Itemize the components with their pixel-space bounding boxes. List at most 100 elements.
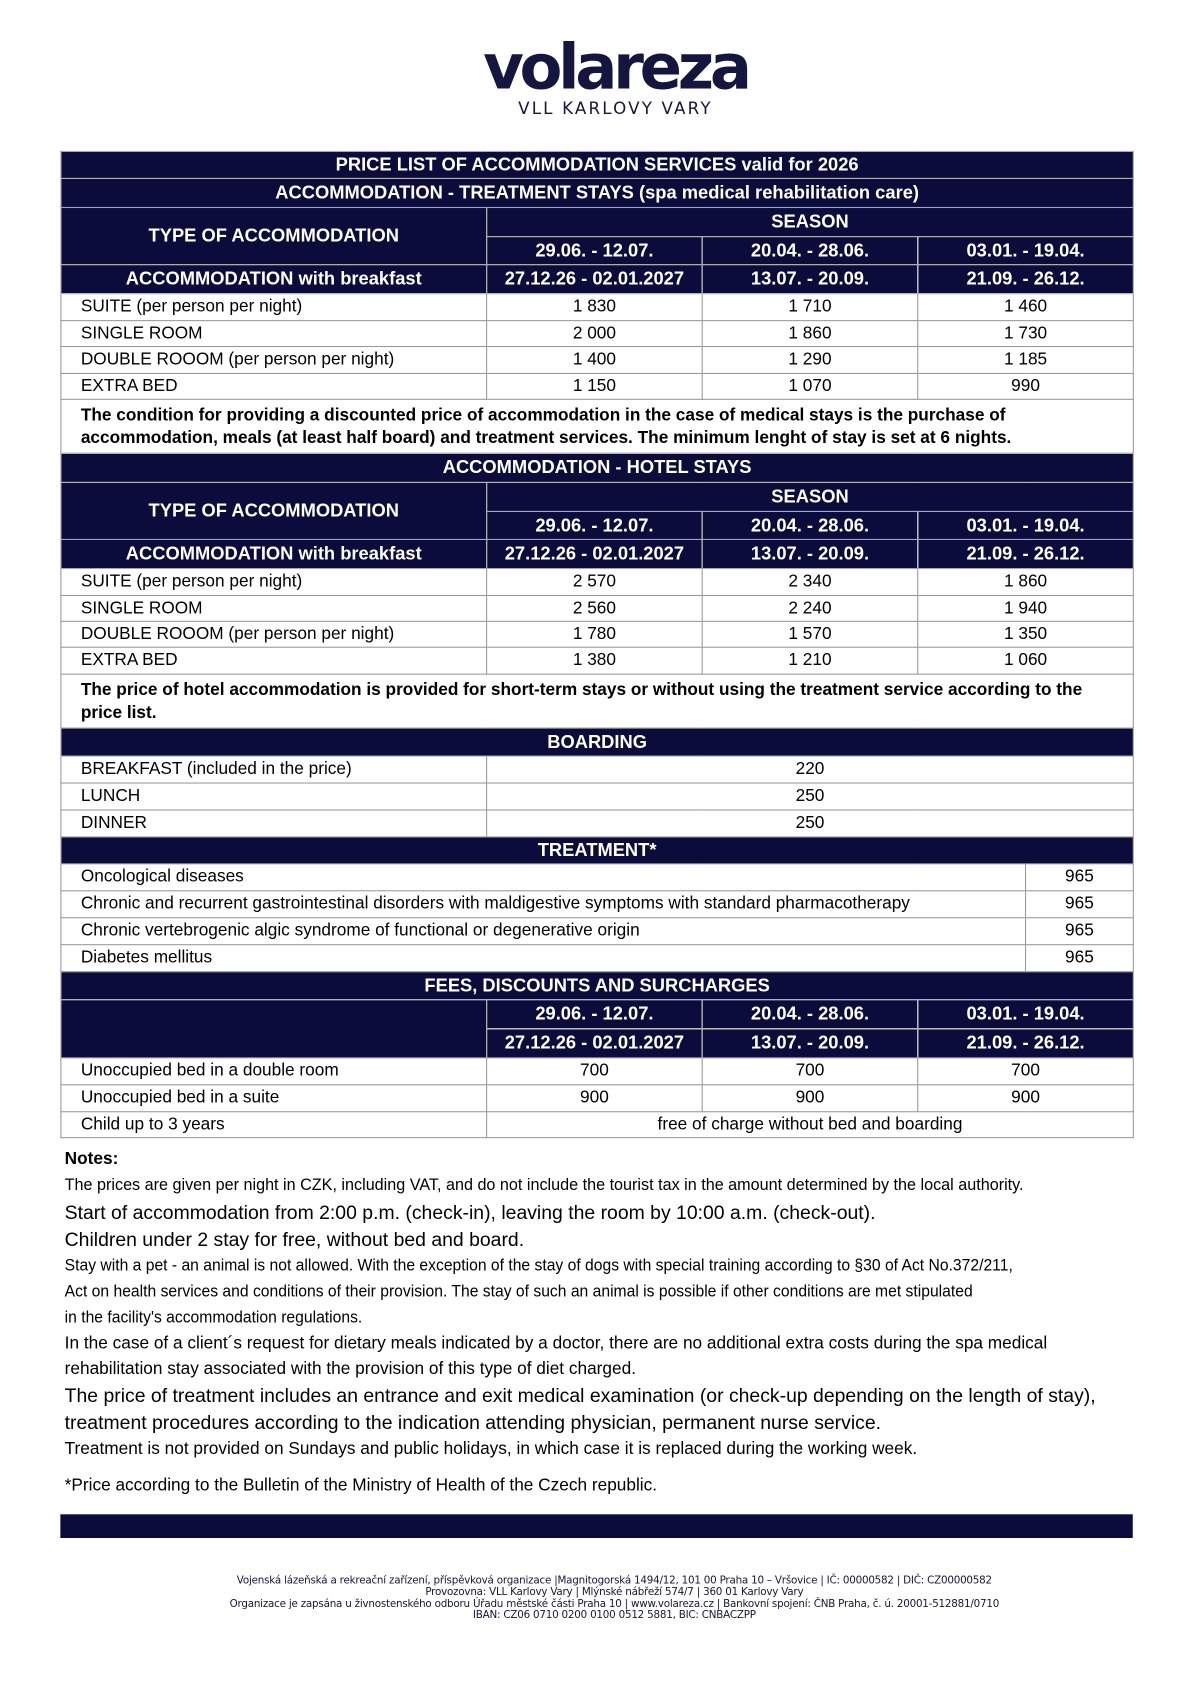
season-dates: 29.06. - 12.07.	[486, 999, 703, 1030]
season-dates: 21.09. - 26.12.	[917, 1028, 1134, 1059]
price-cell: 1 710	[701, 293, 919, 322]
season-dates: 13.07. - 20.09.	[701, 1028, 919, 1059]
fee-price: 700	[917, 1057, 1134, 1086]
price-list-title: PRICE LIST OF ACCOMMODATION SERVICES val…	[60, 150, 1134, 179]
price-cell: 2 340	[701, 568, 919, 597]
type-of-accommodation-header: TYPE OF ACCOMMODATION	[60, 481, 488, 540]
season-header-row: TYPE OF ACCOMMODATION SEASON	[60, 481, 1134, 540]
room-type-label: DOUBLE ROOOM (per person per night)	[60, 620, 488, 648]
note-line: in the facility's accommodation regulati…	[64, 1308, 363, 1327]
price-cell: 990	[917, 372, 1134, 400]
note-line: The price of treatment includes an entra…	[64, 1384, 1096, 1407]
treatment-heading-row: TREATMENT*	[60, 836, 1134, 865]
boarding-row: BREAKFAST (included in the price) 220	[60, 755, 1134, 784]
season-dates-row: 29.06. - 12.07. 20.04. - 28.06. 03.01. - 1…	[61, 236, 1134, 266]
fee-row: Unoccupied bed in a suite 900 900 900	[60, 1084, 1134, 1113]
footer-bar	[60, 1514, 1133, 1539]
note-line: Stay with a pet - an animal is not allow…	[64, 1256, 1013, 1276]
footer-line: IBAN: CZ06 0710 0200 0100 0512 5881, BIC…	[472, 1609, 756, 1622]
notes-heading: Notes:	[64, 1150, 119, 1169]
price-cell: 1 380	[486, 646, 703, 675]
child-fee-row: Child up to 3 years free of charge withou…	[60, 1111, 1134, 1139]
season-dates: 21.09. - 26.12.	[917, 264, 1134, 295]
price-cell: 1 350	[917, 620, 1134, 648]
treatment-heading: TREATMENT*	[60, 836, 1134, 865]
meal-label: BREAKFAST (included in the price)	[60, 755, 488, 784]
fee-label: Unoccupied bed in a double room	[60, 1057, 488, 1086]
price-cell: 1 210	[701, 646, 919, 675]
treatment-row: Chronic and recurrent gastrointestinal d…	[60, 890, 1134, 919]
season-dates: 13.07. - 20.09.	[701, 538, 919, 570]
note-line: treatment procedures according to the in…	[64, 1411, 882, 1434]
fees-season-row: 29.06. - 12.07. 20.04. - 28.06. 03.01. - 1…	[60, 999, 1134, 1059]
treatment-label: Chronic and recurrent gastrointestinal d…	[60, 890, 1027, 919]
condition-note: The price of hotel accommodation is prov…	[60, 673, 1134, 729]
treatment-price: 965	[1024, 890, 1134, 919]
note-line: Children under 2 stay for free, without …	[64, 1228, 525, 1251]
price-list-table: PRICE LIST OF ACCOMMODATION SERVICES val…	[60, 150, 1134, 1139]
footer-line: Vojenská lázeňská a rekreační zařízení, …	[236, 1574, 992, 1587]
season-dates: 21.09. - 26.12.	[917, 538, 1134, 570]
room-price-row: SUITE (per person per night) 2 570 2 340 1 …	[60, 568, 1134, 597]
price-cell: 2 560	[486, 594, 703, 622]
footer-line: Organizace je zapsána u živnostenského o…	[229, 1597, 1000, 1610]
footer-address: Vojenská lázeňská a rekreační zařízení, …	[162, 1574, 1067, 1623]
season-dates: 27.12.26 - 02.01.2027	[486, 264, 703, 295]
season-header: SEASON	[486, 481, 1134, 512]
boarding-heading: BOARDING	[60, 727, 1134, 757]
price-cell: 1 460	[917, 293, 1134, 322]
room-price-row: DOUBLE ROOOM (per person per night) 1 780…	[60, 620, 1134, 648]
season-dates: 13.07. - 20.09.	[701, 264, 919, 295]
meal-label: LUNCH	[60, 782, 488, 811]
boarding-heading-row: BOARDING	[60, 727, 1134, 757]
room-type-label: SINGLE ROOM	[60, 320, 488, 348]
room-type-label: SUITE (per person per night)	[60, 293, 488, 322]
price-cell: 1 290	[701, 345, 919, 374]
meal-label: DINNER	[60, 809, 488, 838]
fees-season-row: 27.12.26 - 02.01.2027 13.07. - 20.09. 21.0…	[61, 1028, 1134, 1059]
room-price-row: SUITE (per person per night) 1 830 1 710 1 …	[60, 293, 1134, 322]
footer-line: Provozovna: VLL Karlovy Vary | Mlýnské n…	[425, 1586, 804, 1599]
type-of-accommodation-header: TYPE OF ACCOMMODATION	[60, 206, 488, 266]
boarding-row: LUNCH 250	[60, 782, 1134, 811]
season-header: SEASON	[486, 206, 1134, 238]
fee-price: 900	[917, 1084, 1134, 1113]
note-line: Start of accommodation from 2:00 p.m. (c…	[64, 1201, 876, 1224]
meal-price: 250	[486, 809, 1134, 838]
fee-price: 700	[701, 1057, 919, 1086]
season-dates: 29.06. - 12.07.	[486, 510, 703, 540]
note-line: Act on health services and conditions of…	[64, 1282, 973, 1301]
room-type-label: DOUBLE ROOOM (per person per night)	[60, 345, 488, 374]
notes-section: Notes: The prices are given per night in…	[65, 1148, 1143, 1499]
season-dates: 20.04. - 28.06.	[701, 236, 919, 266]
boarding-row: DINNER 250	[60, 809, 1134, 838]
fees-empty-header	[60, 999, 488, 1059]
section-heading: ACCOMMODATION - TREATMENT STAYS (spa med…	[60, 177, 1134, 209]
treatment-price: 965	[1024, 944, 1134, 973]
fees-heading: FEES, DISCOUNTS AND SURCHARGES	[60, 971, 1134, 1001]
price-cell: 1 860	[701, 320, 919, 348]
treatment-label: Chronic vertebrogenic algic syndrome of …	[60, 917, 1027, 946]
meal-price: 250	[486, 782, 1134, 811]
fee-price: 900	[701, 1084, 919, 1113]
room-price-row: SINGLE ROOM 2 560 2 240 1 940	[60, 594, 1134, 622]
condition-note-row: The price of hotel accommodation is prov…	[60, 673, 1134, 729]
room-price-row: SINGLE ROOM 2 000 1 860 1 730	[60, 320, 1134, 348]
section-heading-row: ACCOMMODATION - TREATMENT STAYS (spa med…	[60, 177, 1134, 209]
child-fee-value: free of charge without bed and boarding	[486, 1111, 1134, 1139]
room-price-row: EXTRA BED 1 380 1 210 1 060	[60, 646, 1134, 675]
price-cell: 1 780	[486, 620, 703, 648]
room-type-label: EXTRA BED	[60, 372, 488, 400]
volareza-logo: volareza VLL KARLOVY VARY	[475, 30, 755, 119]
meal-price: 220	[486, 755, 1134, 784]
treatment-row: Chronic vertebrogenic algic syndrome of …	[60, 917, 1134, 946]
treatment-label: Diabetes mellitus	[60, 944, 1027, 973]
condition-note-row: The condition for providing a discounted…	[60, 398, 1134, 454]
season-dates: 29.06. - 12.07.	[486, 236, 703, 266]
price-cell: 2 000	[486, 320, 703, 348]
accommodation-with-breakfast-header: ACCOMMODATION with breakfast	[60, 538, 488, 570]
fee-row: Unoccupied bed in a double room 700 700 700	[60, 1057, 1134, 1086]
logo-wordmark: volareza	[483, 30, 752, 104]
note-line: Treatment is not provided on Sundays and…	[64, 1439, 918, 1459]
price-cell: 2 570	[486, 568, 703, 597]
